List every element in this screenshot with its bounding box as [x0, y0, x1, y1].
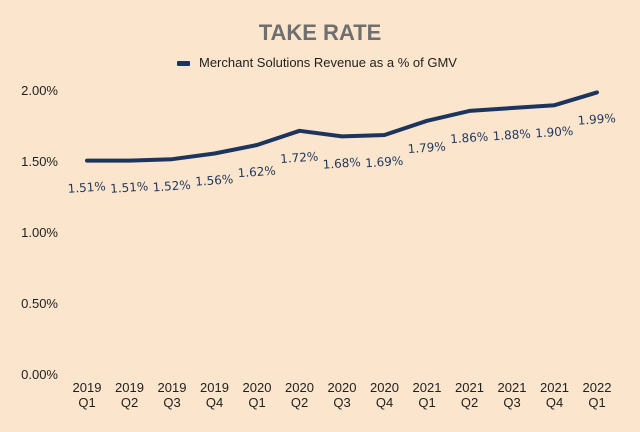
data-label: 1.79%	[407, 140, 446, 157]
data-label: 1.68%	[322, 155, 361, 172]
x-tick-label: 2019 Q4	[200, 380, 229, 410]
x-tick-label: 2019 Q2	[115, 380, 144, 410]
x-tick-label: 2019 Q1	[73, 380, 102, 410]
legend-label: Merchant Solutions Revenue as a % of GMV	[199, 55, 457, 70]
x-tick-label: 2022 Q1	[583, 380, 612, 410]
y-tick-label: 1.50%	[21, 154, 58, 169]
y-tick-label: 2.00%	[21, 83, 58, 98]
x-tick-label: 2020 Q2	[285, 380, 314, 410]
y-tick-label: 1.00%	[21, 225, 58, 240]
data-label: 1.99%	[577, 111, 616, 128]
y-tick-label: 0.50%	[21, 296, 58, 311]
chart-title: TAKE RATE	[259, 20, 382, 45]
x-tick-label: 2019 Q3	[158, 380, 187, 410]
legend-swatch	[177, 61, 190, 66]
data-label: 1.56%	[195, 172, 234, 189]
data-label: 1.88%	[492, 127, 531, 144]
x-axis: 2019 Q1 2019 Q2 2019 Q3 2019 Q4 2020 Q1 2020 Q2 2020…	[73, 380, 612, 410]
data-label: 1.72%	[280, 149, 319, 166]
x-tick-label: 2021 Q3	[498, 380, 527, 410]
x-tick-label: 2020 Q1	[243, 380, 272, 410]
data-label: 1.69%	[365, 154, 404, 171]
y-tick-label: 0.00%	[21, 367, 58, 382]
x-tick-label: 2021 Q4	[540, 380, 569, 410]
y-axis: 0.00% 0.50% 1.00% 1.50% 2.00%	[21, 83, 58, 382]
x-tick-label: 2021 Q2	[455, 380, 484, 410]
data-label: 1.90%	[535, 124, 574, 141]
data-label: 1.51%	[67, 179, 106, 196]
data-label: 1.62%	[237, 164, 276, 181]
x-tick-label: 2021 Q1	[413, 380, 442, 410]
series-line	[85, 90, 599, 163]
data-label: 1.51%	[110, 179, 149, 196]
data-labels: 1.51% 1.51% 1.52% 1.56%1.62%1.72% 1.68% 1.69%…	[67, 111, 616, 196]
chart-legend: Merchant Solutions Revenue as a % of GMV	[177, 55, 457, 70]
data-label: 1.52%	[152, 178, 191, 195]
data-label: 1.86%	[450, 130, 489, 147]
x-tick-label: 2020 Q4	[370, 380, 399, 410]
x-tick-label: 2020 Q3	[328, 380, 357, 410]
series-layer	[85, 90, 599, 163]
